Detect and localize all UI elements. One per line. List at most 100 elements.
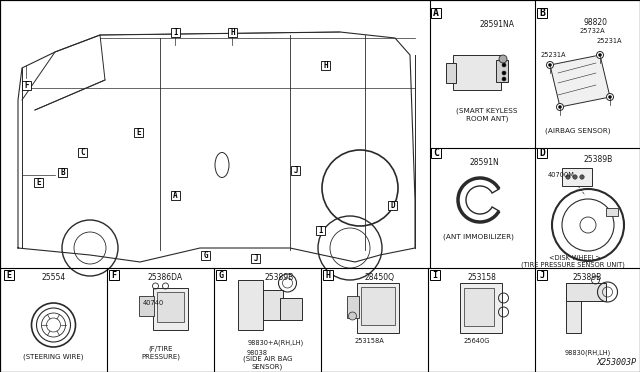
Bar — [323, 270, 333, 280]
Bar — [134, 128, 143, 137]
Text: PRESSURE): PRESSURE) — [141, 353, 180, 359]
Bar — [4, 270, 14, 280]
Circle shape — [609, 96, 611, 99]
Bar — [346, 296, 358, 318]
Text: H: H — [326, 270, 330, 279]
Bar — [78, 148, 87, 157]
Text: 28591N: 28591N — [469, 158, 499, 167]
Text: A: A — [173, 191, 178, 200]
Bar — [201, 251, 210, 260]
Bar — [566, 283, 580, 333]
Text: (ANT IMMOBILIZER): (ANT IMMOBILIZER) — [443, 233, 513, 240]
Text: 25389B: 25389B — [573, 273, 602, 282]
Text: 98830(RH,LH): 98830(RH,LH) — [564, 350, 611, 356]
Text: C: C — [80, 148, 85, 157]
Text: SENSOR): SENSOR) — [252, 363, 283, 369]
Bar — [431, 148, 441, 158]
Text: J: J — [540, 270, 545, 279]
Bar — [537, 8, 547, 18]
Text: 28591NA: 28591NA — [479, 20, 515, 29]
Text: (AIRBAG SENSOR): (AIRBAG SENSOR) — [545, 128, 611, 135]
Text: (TIRE PRESSURE SENSOR UNIT): (TIRE PRESSURE SENSOR UNIT) — [521, 261, 625, 267]
Text: X253003P: X253003P — [597, 358, 637, 367]
Text: 40700M: 40700M — [548, 172, 575, 178]
Text: H: H — [230, 28, 235, 37]
Bar — [171, 191, 180, 200]
Text: F: F — [24, 81, 29, 90]
Text: 25732A: 25732A — [580, 28, 605, 34]
Bar — [605, 208, 618, 216]
Text: B: B — [539, 8, 545, 18]
Bar — [431, 8, 441, 18]
Bar — [460, 283, 502, 333]
Circle shape — [566, 175, 570, 179]
Bar — [537, 270, 547, 280]
Text: (F/TIRE: (F/TIRE — [148, 346, 173, 353]
Text: E: E — [136, 128, 141, 137]
Text: 25389B: 25389B — [584, 155, 612, 164]
Bar — [251, 254, 260, 263]
Text: J: J — [293, 166, 298, 175]
Text: (STEERING WIRE): (STEERING WIRE) — [23, 354, 84, 360]
Bar — [291, 166, 300, 175]
Bar — [237, 280, 262, 330]
Text: I: I — [433, 270, 438, 279]
Circle shape — [547, 61, 554, 68]
Bar — [430, 270, 440, 280]
Circle shape — [559, 106, 561, 109]
Bar — [453, 55, 501, 90]
Text: 25386DA: 25386DA — [148, 273, 183, 282]
Bar — [496, 60, 508, 82]
Bar — [58, 168, 67, 177]
Bar — [157, 292, 184, 322]
Bar — [152, 288, 188, 330]
Text: 25640G: 25640G — [463, 338, 490, 344]
Circle shape — [580, 175, 584, 179]
Bar — [138, 296, 154, 316]
Text: (SMART KEYLESS: (SMART KEYLESS — [456, 108, 518, 115]
Bar — [566, 283, 605, 301]
Text: 98820: 98820 — [583, 18, 607, 27]
Text: I: I — [318, 226, 323, 235]
Bar — [388, 201, 397, 210]
Circle shape — [598, 54, 602, 57]
Text: (SIDE AIR BAG: (SIDE AIR BAG — [243, 356, 292, 362]
Text: E: E — [6, 270, 12, 279]
Circle shape — [607, 93, 614, 100]
Text: <DISK WHEEL>: <DISK WHEEL> — [549, 255, 601, 261]
Text: C: C — [433, 148, 439, 158]
Bar — [171, 28, 180, 37]
Text: 98830+A(RH,LH): 98830+A(RH,LH) — [248, 340, 303, 346]
Text: I: I — [173, 28, 178, 37]
Text: 98038: 98038 — [247, 350, 268, 356]
Text: 25231A: 25231A — [541, 52, 566, 58]
Circle shape — [557, 103, 563, 110]
Text: 28450Q: 28450Q — [365, 273, 394, 282]
Text: 253158A: 253158A — [355, 338, 384, 344]
Text: G: G — [203, 251, 208, 260]
Bar — [280, 298, 301, 320]
Bar — [321, 61, 330, 70]
Circle shape — [499, 55, 507, 63]
Bar — [360, 287, 394, 325]
Bar — [446, 63, 456, 83]
Text: D: D — [390, 201, 395, 210]
Bar — [228, 28, 237, 37]
Bar — [109, 270, 119, 280]
Text: A: A — [433, 8, 439, 18]
Text: J: J — [253, 254, 258, 263]
Circle shape — [502, 71, 506, 75]
Circle shape — [573, 175, 577, 179]
Text: 25554: 25554 — [42, 273, 66, 282]
Polygon shape — [550, 55, 610, 107]
Circle shape — [548, 64, 552, 67]
Text: ROOM ANT): ROOM ANT) — [466, 115, 508, 122]
Bar — [463, 288, 493, 326]
Text: E: E — [36, 178, 41, 187]
Text: G: G — [218, 270, 223, 279]
Bar — [316, 226, 325, 235]
Circle shape — [596, 51, 604, 58]
Bar — [22, 81, 31, 90]
Circle shape — [349, 312, 356, 320]
Text: 40740: 40740 — [143, 300, 164, 306]
